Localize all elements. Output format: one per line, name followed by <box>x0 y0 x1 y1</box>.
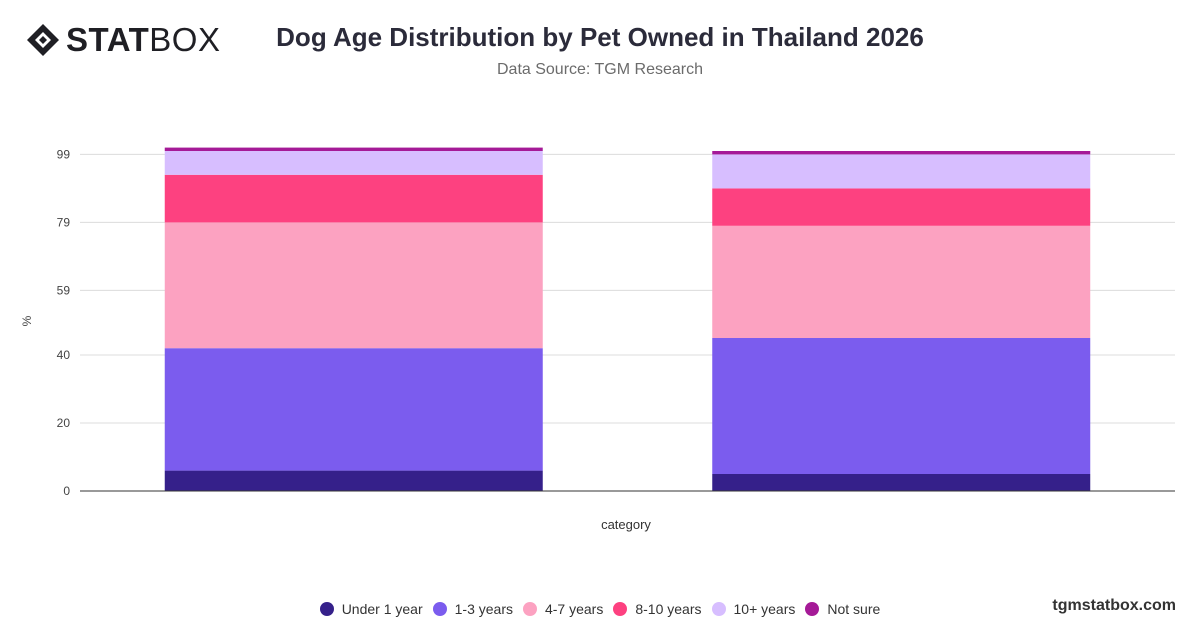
bar-segment-not-sure <box>712 151 1091 155</box>
legend-swatch <box>522 602 537 616</box>
chart-subtitle: Data Source: TGM Research <box>496 61 703 78</box>
legend-label: 10+ years <box>733 601 796 617</box>
bar-segment-8-10-years <box>712 188 1091 226</box>
x-axis-label: category <box>601 517 651 532</box>
bar-segment-10-years <box>164 151 543 175</box>
legend-label: 8-10 years <box>635 601 702 617</box>
bar-segment-1-3-years <box>712 338 1091 474</box>
legend-label: Under 1 year <box>341 601 423 617</box>
legend-swatch <box>613 602 628 616</box>
y-tick-label: 99 <box>57 147 71 161</box>
legend-swatch <box>432 602 447 616</box>
logo-text: STATBOX <box>66 22 220 58</box>
logo-text-strong: STAT <box>66 21 150 58</box>
watermark: tgmstatbox.com <box>1052 597 1176 614</box>
legend-item[interactable]: 8-10 years <box>613 601 702 617</box>
bar-segment-under-1-year <box>712 474 1091 491</box>
legend-label: 4-7 years <box>544 601 604 617</box>
chart-legend: Under 1 year 1-3 years 4-7 years 8-10 years… <box>0 601 1200 617</box>
y-tick-label: 40 <box>57 348 71 362</box>
legend-label: 1-3 years <box>454 601 513 617</box>
legend-swatch <box>319 602 334 616</box>
statbox-logo: STATBOX <box>26 22 220 58</box>
y-tick-label: 59 <box>57 283 71 297</box>
diamond-logo-icon <box>27 24 59 56</box>
legend-swatch <box>805 602 820 616</box>
legend-item[interactable]: Not sure <box>805 601 880 617</box>
y-tick-label: 79 <box>57 215 71 229</box>
bar-segment-4-7-years <box>164 222 543 349</box>
legend-item[interactable]: 1-3 years <box>432 601 513 617</box>
bar-segment-not-sure <box>164 147 543 151</box>
stacked-bar-chart: 0 20 40 59 79 99 % category <box>20 147 1175 532</box>
legend-swatch <box>711 602 726 616</box>
legend-item[interactable]: 4-7 years <box>522 601 604 617</box>
chart-title: Dog Age Distribution by Pet Owned in Tha… <box>276 22 924 52</box>
bar-segment-under-1-year <box>164 470 543 491</box>
bar-segment-1-3-years <box>164 348 543 471</box>
bar-segment-8-10-years <box>164 174 543 223</box>
legend-item[interactable]: Under 1 year <box>319 601 423 617</box>
logo-text-light: BOX <box>149 21 221 58</box>
y-tick-label: 20 <box>57 416 71 430</box>
bar-segment-10-years <box>712 154 1091 189</box>
legend-label: Not sure <box>827 601 881 617</box>
axes: 0 20 40 59 79 99 <box>57 147 1175 498</box>
y-tick-label: 0 <box>63 484 70 498</box>
y-axis-label: % <box>20 315 34 326</box>
bar-stacks <box>164 147 1091 491</box>
bar-segment-4-7-years <box>712 225 1091 338</box>
legend-item[interactable]: 10+ years <box>711 601 796 617</box>
